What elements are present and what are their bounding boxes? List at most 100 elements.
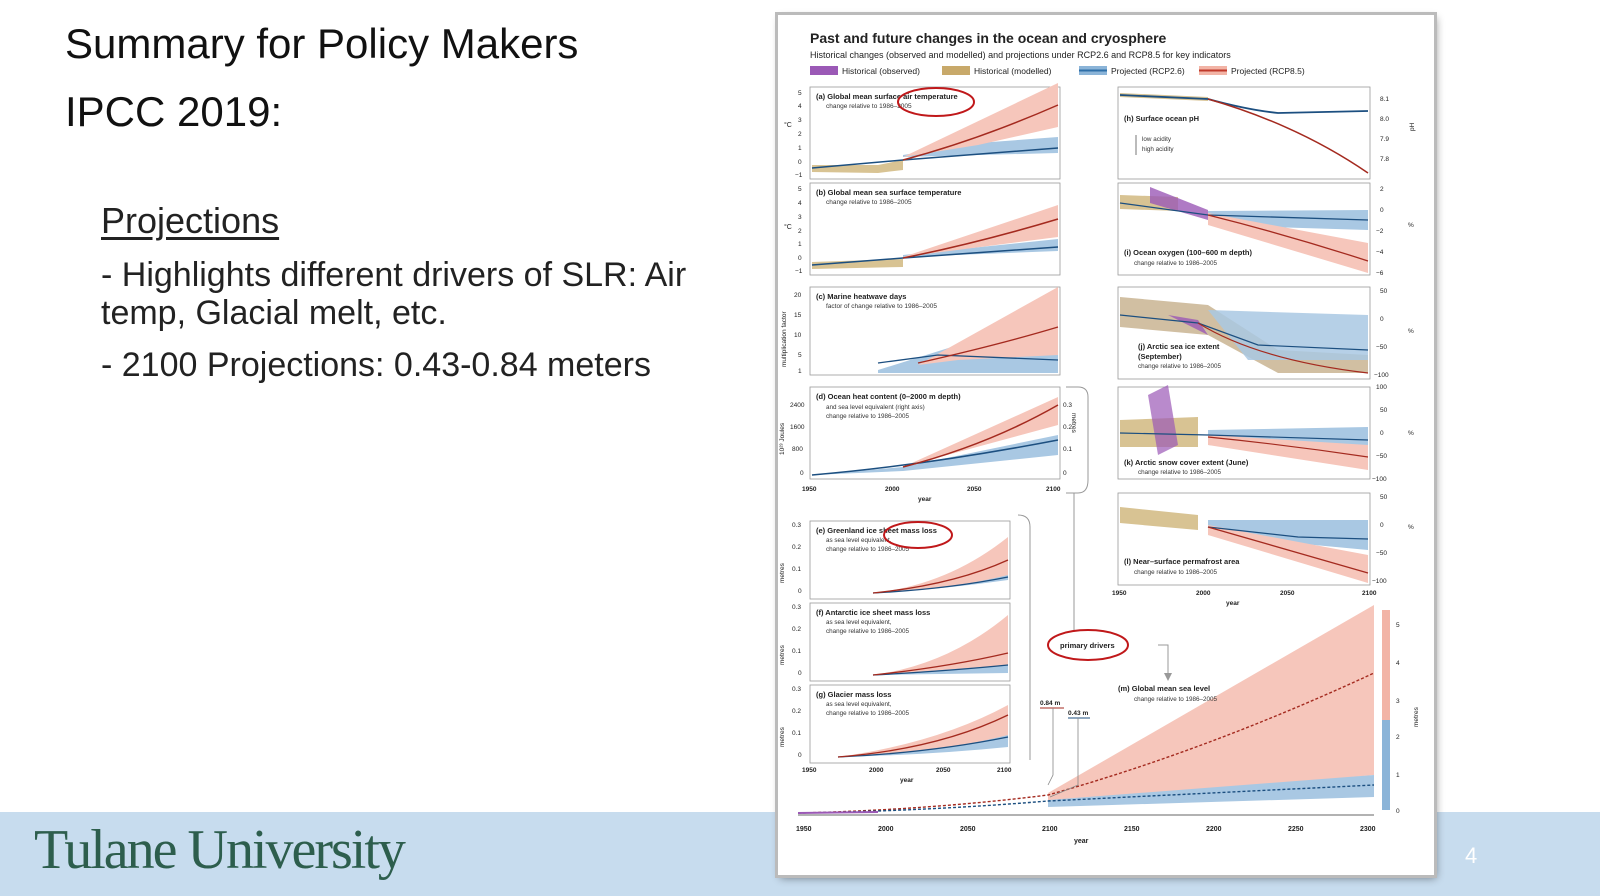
panel-a-sub: change relative to 1986–2005 (826, 103, 912, 110)
panel-c-rcp85-band (918, 287, 1058, 365)
panel-l: (l) Near–surface permafrost area change … (1112, 492, 1414, 607)
panel-m-rcp26-line (797, 784, 1375, 814)
connector-arrow (1164, 673, 1172, 681)
panel-k-sub: change relative to 1986–2005 (1138, 469, 1221, 476)
panel-l-hist-band (1120, 507, 1198, 530)
panel-m-xtick-4: 2150 (1124, 826, 1140, 833)
panel-c-unit: multiplication factor (781, 311, 788, 367)
panel-l-tick-2: −50 (1376, 550, 1387, 557)
panel-m-sub: change relative to 1986–2005 (1134, 696, 1217, 703)
panel-i-tick-0: 2 (1380, 186, 1384, 193)
panel-a-rcp26-band (903, 137, 1058, 157)
panel-i-tick-1: 0 (1380, 207, 1384, 214)
panel-i-tick-2: −2 (1376, 228, 1384, 235)
panel-c-tick-1: 15 (794, 312, 802, 319)
panel-k: (k) Arctic snow cover extent (June) chan… (1117, 384, 1414, 483)
panel-c-tick-3: 5 (798, 352, 802, 359)
panel-l-rcp26-line (1207, 526, 1369, 540)
panel-c-tick-2: 10 (794, 332, 802, 339)
panel-b-tick-6: −1 (795, 268, 803, 275)
panel-b-label: (b) Global mean sea surface temperature (816, 188, 961, 197)
panel-m-rcp26-band (1048, 775, 1374, 807)
panel-j-tick-1: 0 (1380, 316, 1384, 323)
panel-j: (j) Arctic sea ice extent (September) ch… (1117, 286, 1414, 380)
panel-k-tick-1: 50 (1380, 407, 1388, 414)
panel-f-tick-3: 0 (798, 670, 802, 677)
panel-b-tick-5: 0 (798, 255, 802, 262)
panel-m-xtick-2: 2050 (960, 826, 976, 833)
panel-m-tick-4: 1 (1396, 772, 1400, 779)
figure-legend: Historical (observed) Historical (modell… (810, 66, 1305, 76)
panel-b-rcp85-band (903, 205, 1058, 257)
legend-observed: Historical (observed) (842, 66, 920, 76)
panel-e-rcp85-band (873, 537, 1008, 593)
connector-primary (1073, 493, 1118, 646)
panel-a-label: (a) Global mean surface air temperature (816, 92, 958, 101)
panel-l-sub: change relative to 1986–2005 (1134, 569, 1217, 576)
panel-j-tick-2: −50 (1376, 344, 1387, 351)
panel-b-hist-band (812, 259, 903, 269)
bullet-2100-projections: - 2100 Projections: 0.43-0.84 meters (101, 346, 651, 384)
panel-f-tick-0: 0.3 (792, 604, 801, 611)
panel-d-rtick-1: 0.2 (1063, 424, 1072, 431)
annotation-0-43m: 0.43 m (1068, 710, 1088, 717)
legend-swatch-modelled (942, 66, 970, 75)
panel-l-rcp26-band (1208, 520, 1368, 550)
panel-c-rcp85-line (917, 326, 1059, 364)
panel-m-xtick-5: 2200 (1206, 826, 1222, 833)
panel-g-tick-1: 0.2 (792, 708, 801, 715)
panel-b-unit: °C (784, 223, 792, 231)
panel-f: (f) Antarctic ice sheet mass loss as sea… (779, 602, 1011, 682)
panel-h-tick-1: 8.0 (1380, 116, 1389, 123)
panel-f-frame (809, 602, 1011, 682)
panel-j-tick-3: −100 (1374, 372, 1389, 379)
legend-swatch-observed (810, 66, 838, 75)
panel-a-tick-4: 1 (798, 145, 802, 152)
panel-e-sub2: change relative to 1986–2005 (826, 546, 909, 553)
panel-g-label: (g) Glacier mass loss (816, 690, 891, 699)
panel-i: (i) Ocean oxygen (100–600 m depth) chang… (1117, 182, 1414, 277)
page-number: 4 (1465, 843, 1478, 868)
panel-d-xtick-1: 2000 (885, 486, 900, 493)
primary-drivers-label: primary drivers (1060, 641, 1115, 650)
panel-j-rcp85-line (1197, 322, 1369, 374)
panel-i-rcp85-line (1207, 214, 1369, 262)
panel-a: (a) Global mean surface air temperature … (784, 83, 1061, 180)
panel-j-unit: % (1408, 328, 1414, 335)
panel-e-rcp26-line (872, 576, 1009, 594)
primary-drivers-circle (1047, 629, 1129, 661)
panel-b-tick-2: 3 (798, 214, 802, 221)
panel-f-sub1: as sea level equivalent, (826, 619, 892, 626)
panel-b-tick-4: 1 (798, 241, 802, 248)
panel-d-rcp85-band (903, 397, 1058, 467)
panel-c: (c) Marine heatwave days factor of chang… (781, 286, 1061, 376)
panel-g-tick-0: 0.3 (792, 686, 801, 693)
panel-a-tick-3: 2 (798, 131, 802, 138)
panel-d-xtick-2: 2050 (967, 486, 982, 493)
panel-m-unit: metres (1413, 706, 1420, 727)
panel-b-frame (809, 182, 1061, 276)
panel-e-highlight-circle (883, 521, 953, 549)
panel-g-frame (809, 684, 1011, 764)
panel-m-xtick-1: 2000 (878, 826, 894, 833)
panel-j-tick-0: 50 (1380, 288, 1388, 295)
panel-h-unit: pH (1409, 122, 1416, 131)
panel-g-sub2: change relative to 1986–2005 (826, 710, 909, 717)
panel-b: (b) Global mean sea surface temperature … (784, 182, 1061, 276)
panel-k-tick-0: 100 (1376, 384, 1387, 391)
panel-m-tick-1: 4 (1396, 660, 1400, 667)
panel-m-tick-2: 3 (1396, 698, 1400, 705)
panel-k-tick-3: −50 (1376, 453, 1387, 460)
panel-d-label: (d) Ocean heat content (0–2000 m depth) (816, 392, 961, 401)
panel-d-rcp85-line (902, 404, 1059, 468)
panel-d-xtick-0: 1950 (802, 486, 817, 493)
panel-m-tick-3: 2 (1396, 734, 1400, 741)
panel-c-tick-4: 1 (798, 368, 802, 375)
panel-i-unit: % (1408, 222, 1414, 229)
panel-k-label: (k) Arctic snow cover extent (June) (1124, 458, 1249, 467)
panel-i-frame (1117, 182, 1371, 276)
panel-h-frame (1117, 86, 1371, 180)
panel-e-tick-2: 0.1 (792, 566, 801, 573)
tulane-university-logo: Tulane University (34, 819, 406, 881)
panel-c-label: (c) Marine heatwave days (816, 292, 906, 301)
